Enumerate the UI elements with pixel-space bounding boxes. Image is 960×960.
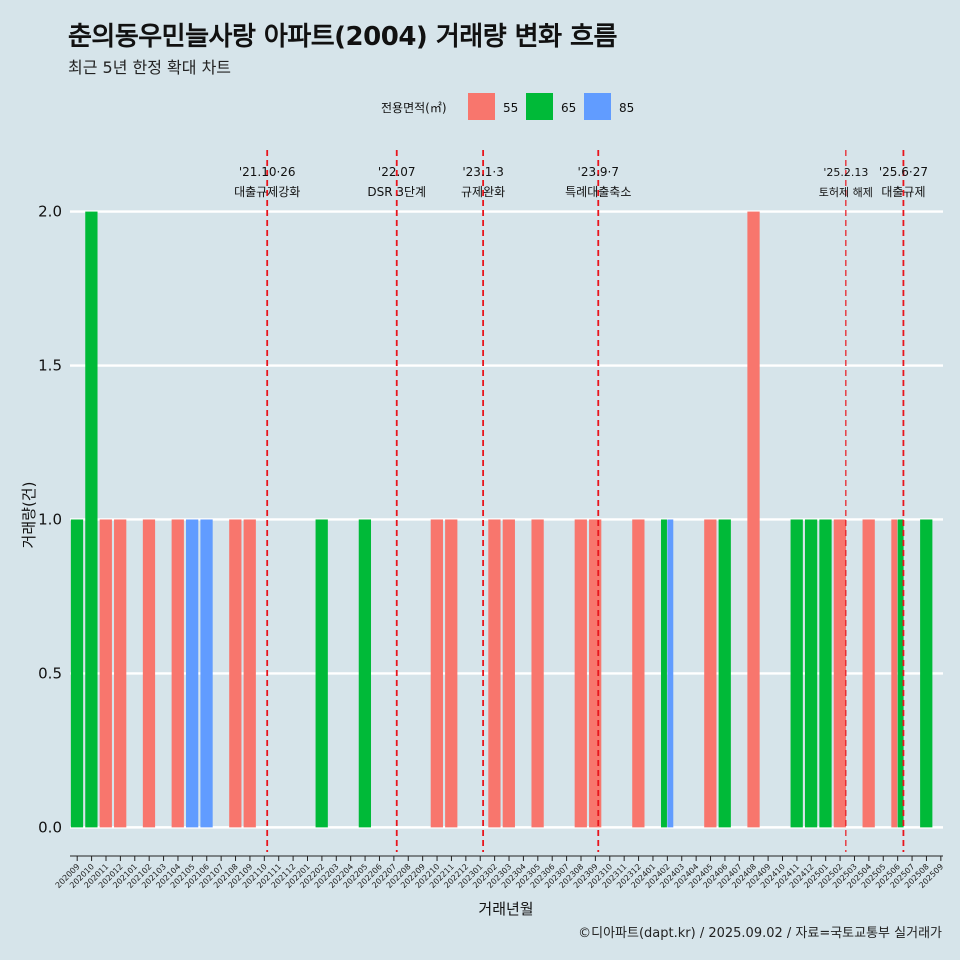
event-label: 대출규제강화 bbox=[234, 185, 300, 199]
bars bbox=[70, 211, 933, 828]
bar-55-202104 bbox=[171, 519, 184, 828]
bar-55-202302 bbox=[488, 519, 501, 828]
y-axis-label: 거래량(건) bbox=[20, 482, 38, 549]
bar-55-202305 bbox=[531, 519, 544, 828]
event-date: '23.9·7 bbox=[578, 165, 619, 179]
bar-55-202303 bbox=[502, 519, 515, 828]
chart-title: 춘의동우민늘사랑 아파트(2004) 거래량 변화 흐름 bbox=[68, 22, 617, 52]
bar-55-202504 bbox=[862, 519, 875, 828]
event-label: 대출규제 bbox=[881, 185, 925, 199]
legend: 전용면적(㎡) 55 65 85 bbox=[381, 93, 634, 120]
legend-key-85 bbox=[584, 93, 611, 120]
bar-65-202402 bbox=[661, 519, 667, 828]
bar-55-202308 bbox=[574, 519, 587, 828]
bar-55-202012 bbox=[114, 519, 127, 828]
bar-65-202202 bbox=[315, 519, 328, 828]
y-tick-label: 1.5 bbox=[38, 357, 62, 375]
bar-85-202402 bbox=[667, 519, 674, 828]
source-caption: ©디아파트(dapt.kr) / 2025.09.02 / 자료=국토교통부 실… bbox=[578, 926, 942, 941]
bar-65-202508 bbox=[920, 519, 933, 828]
bar-55-202210 bbox=[430, 519, 443, 828]
bar-55-202408 bbox=[747, 211, 760, 828]
event-date: '22.07 bbox=[378, 165, 416, 179]
legend-label-85: 85 bbox=[619, 101, 634, 115]
event-date: '25.6·27 bbox=[879, 165, 928, 179]
bar-85-202106 bbox=[200, 519, 213, 828]
x-axis-label: 거래년월 bbox=[478, 900, 533, 918]
bar-55-202312 bbox=[632, 519, 645, 828]
y-tick-label: 0.5 bbox=[38, 664, 62, 682]
bar-55-202109 bbox=[243, 519, 256, 828]
event-label: 규제완화 bbox=[461, 185, 505, 199]
bar-55-202405 bbox=[704, 519, 717, 828]
legend-title: 전용면적(㎡) bbox=[381, 101, 447, 115]
event-label: 특례대출축소 bbox=[565, 185, 631, 199]
bar-65-202501 bbox=[819, 519, 832, 828]
bar-65-202009 bbox=[70, 519, 84, 828]
bar-55-202506 bbox=[891, 519, 898, 828]
bar-65-202411 bbox=[790, 519, 803, 828]
bar-85-202105 bbox=[186, 519, 199, 828]
y-tick-label: 0.0 bbox=[38, 818, 62, 836]
event-label: DSR 3단계 bbox=[367, 185, 426, 199]
bar-55-202211 bbox=[445, 519, 458, 828]
chart-subtitle: 최근 5년 한정 확대 차트 bbox=[68, 58, 232, 77]
bar-55-202502 bbox=[833, 519, 847, 828]
bar-55-202108 bbox=[229, 519, 242, 828]
event-date: '25.2.13 bbox=[823, 166, 868, 179]
bar-55-202102 bbox=[142, 519, 156, 828]
event-date: '23.1·3 bbox=[462, 165, 503, 179]
bar-55-202309 bbox=[589, 519, 602, 828]
y-tick-label: 1.0 bbox=[38, 510, 62, 528]
bar-65-202406 bbox=[718, 519, 731, 828]
bar-65-202412 bbox=[804, 519, 818, 828]
event-annotations: '21.10·26 대출규제강화 '22.07 DSR 3단계 '23.1·3 규제완화 '… bbox=[234, 150, 928, 852]
bar-65-202010 bbox=[85, 211, 98, 828]
event-label: 토허제 해제 bbox=[819, 185, 873, 199]
legend-key-65 bbox=[526, 93, 553, 120]
bar-55-202011 bbox=[99, 519, 112, 828]
bar-65-202506 bbox=[897, 519, 904, 828]
legend-label-65: 65 bbox=[561, 101, 576, 115]
bar-65-202205 bbox=[358, 519, 372, 828]
y-tick-label: 2.0 bbox=[38, 203, 62, 221]
legend-key-55 bbox=[468, 93, 495, 120]
event-date: '21.10·26 bbox=[239, 165, 296, 179]
legend-label-55: 55 bbox=[503, 101, 518, 115]
